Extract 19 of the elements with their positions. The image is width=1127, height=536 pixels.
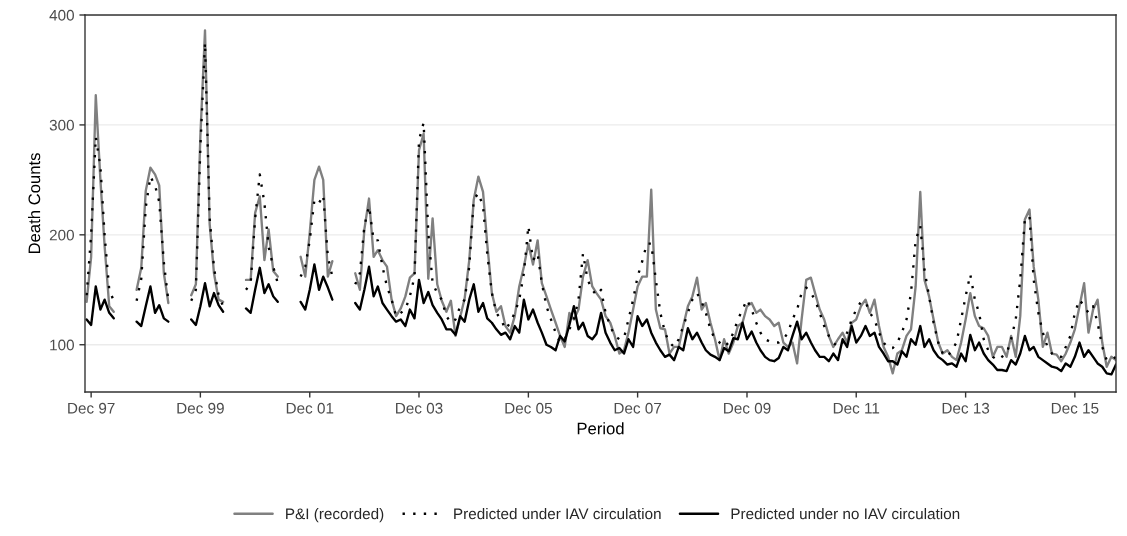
x-tick-label: Dec 01 [286,402,334,414]
y-tick-label: 100 [50,339,74,351]
x-axis-title: Period [577,422,624,435]
x-tick-label: Dec 03 [396,402,443,414]
x-tick-label: Dec 07 [614,402,662,414]
x-tick-label: Dec 09 [724,402,771,414]
legend-label: Predicted under IAV circulation [454,508,661,520]
x-tick-label: Dec 99 [177,402,224,414]
legend-label: Predicted under no IAV circulation [731,508,960,520]
x-tick-label: Dec 11 [833,402,880,414]
y-tick-label: 300 [49,119,74,131]
legend-label: P&I (recorded) [286,508,384,523]
x-tick-label: Dec 05 [505,402,552,414]
y-axis-title: Death Counts [28,153,41,254]
x-tick-label: Dec 97 [68,402,115,414]
x-tick-label: Dec 13 [942,402,990,414]
y-tick-label: 200 [49,229,74,241]
y-tick-label: 400 [49,9,74,21]
x-tick-label: Dec 15 [1051,402,1099,414]
